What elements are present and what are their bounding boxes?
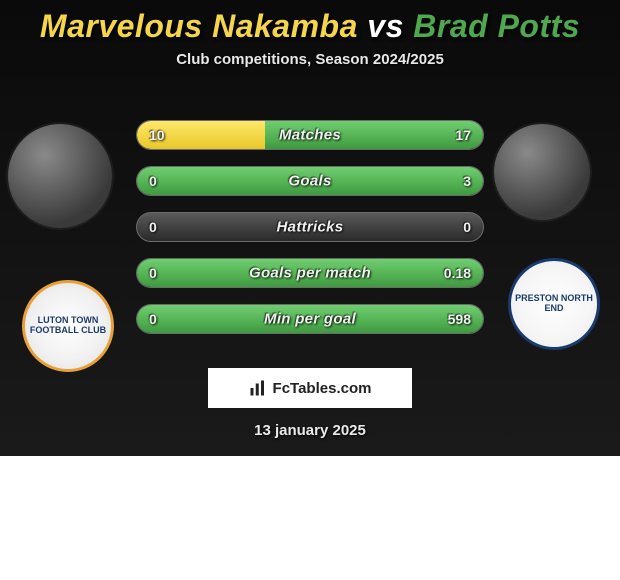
stat-label: Matches (279, 127, 341, 144)
player1-avatar (8, 124, 112, 228)
player1-club-label: LUTON TOWN FOOTBALL CLUB (25, 316, 111, 336)
stat-value-right: 3 (463, 173, 471, 189)
stat-label: Goals per match (249, 265, 371, 282)
date-label: 13 january 2025 (254, 422, 366, 439)
player1-club-badge: LUTON TOWN FOOTBALL CLUB (22, 280, 114, 372)
stat-row: 0 Hattricks 0 (136, 212, 484, 242)
stat-row: 0 Min per goal 598 (136, 304, 484, 334)
title-player2: Brad Potts (413, 8, 580, 44)
title-player1: Marvelous Nakamba (40, 8, 358, 44)
stat-value-right: 598 (448, 311, 471, 327)
stat-label: Min per goal (264, 311, 356, 328)
stats-table: 10 Matches 17 0 Goals 3 0 Hattricks 0 0 Goals per … (136, 120, 484, 350)
stat-value-right: 17 (455, 127, 471, 143)
page-title: Marvelous Nakamba vs Brad Potts (0, 0, 620, 45)
comparison-card: Marvelous Nakamba vs Brad Potts Club com… (0, 0, 620, 456)
player2-avatar (494, 124, 590, 220)
stat-label: Goals (288, 173, 331, 190)
stat-value-left: 0 (149, 265, 157, 281)
attribution-label: FcTables.com (273, 380, 372, 397)
title-vs: vs (367, 8, 404, 44)
stat-row: 0 Goals per match 0.18 (136, 258, 484, 288)
stat-value-right: 0 (463, 219, 471, 235)
stat-value-left: 10 (149, 127, 165, 143)
player2-club-label: PRESTON NORTH END (511, 294, 597, 314)
chart-icon (249, 379, 267, 397)
stat-value-left: 0 (149, 219, 157, 235)
stat-value-right: 0.18 (444, 265, 471, 281)
subtitle: Club competitions, Season 2024/2025 (0, 51, 620, 68)
stat-value-left: 0 (149, 173, 157, 189)
attribution-box: FcTables.com (208, 368, 412, 408)
stat-row: 10 Matches 17 (136, 120, 484, 150)
stat-label: Hattricks (277, 219, 344, 236)
stat-value-left: 0 (149, 311, 157, 327)
player2-club-badge: PRESTON NORTH END (508, 258, 600, 350)
stat-row: 0 Goals 3 (136, 166, 484, 196)
